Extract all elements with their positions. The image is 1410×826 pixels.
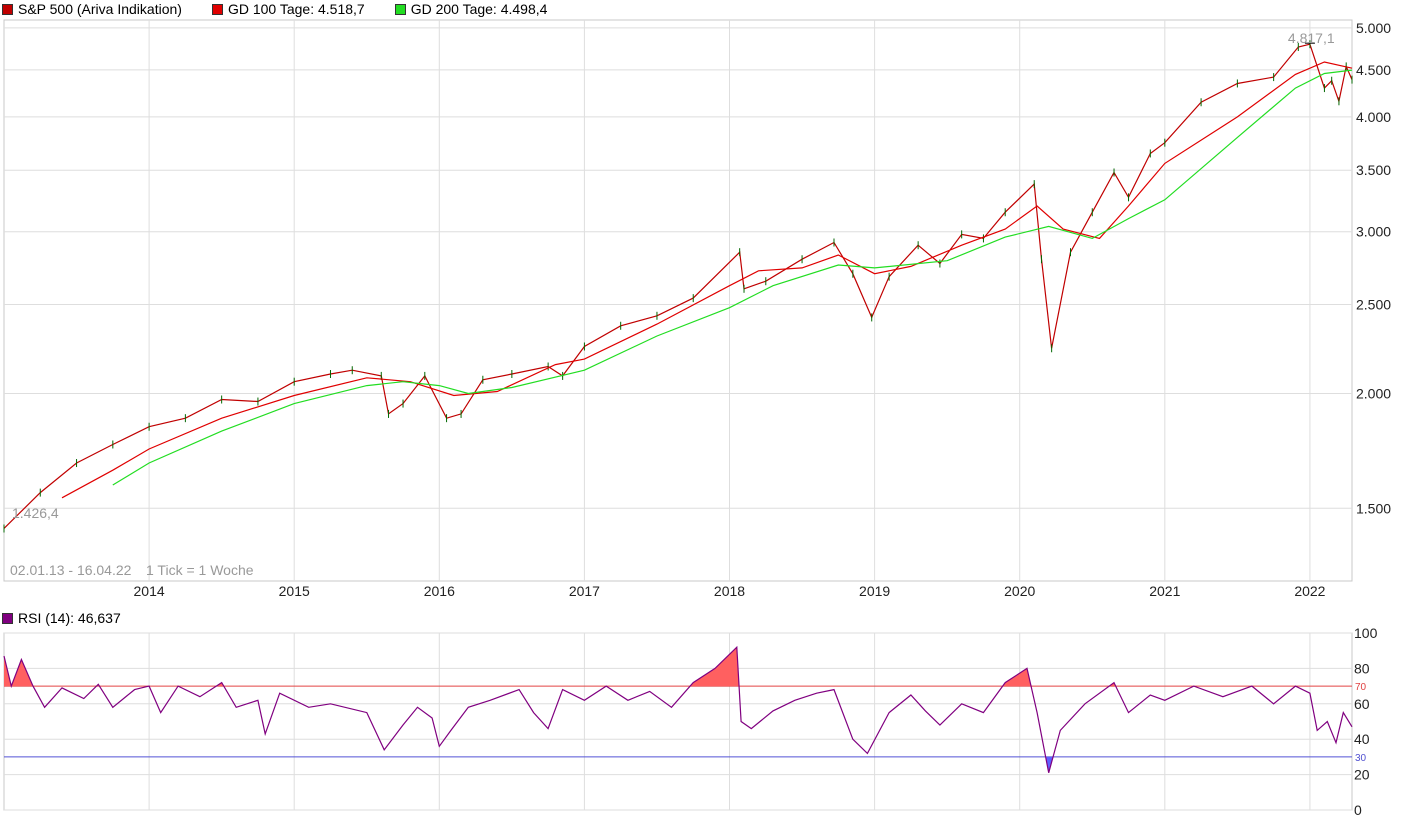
rsi-y-tick-label: 80 [1354,660,1370,676]
rsi-plot-frame [3,632,1353,811]
legend-item-main: S&P 500 (Ariva Indikation) [2,1,182,17]
legend-swatch-ma100 [211,3,223,15]
main-y-tick-label: 2.000 [1356,385,1391,401]
x-tick-label: 2016 [424,583,455,599]
rsi-y-tick-label: 60 [1354,696,1370,712]
main-y-tick-label: 3.500 [1356,162,1391,178]
rsi-oversold-label: 30 [1355,753,1367,764]
legend-item-ma100: GD 100 Tage: 4.518,7 [211,1,365,17]
x-tick-label: 2022 [1294,583,1325,599]
main-y-tick-label: 2.500 [1356,296,1391,312]
rsi-legend: RSI (14): 46,637 [2,610,121,626]
series-line-2 [112,69,1353,486]
rsi-y-tick-label: 40 [1354,731,1370,747]
legend-swatch-main [2,3,13,15]
main-y-tick-label: 5.000 [1356,20,1391,36]
x-tick-label: 2015 [279,583,310,599]
main-legend: S&P 500 (Ariva Indikation) GD 100 Tage: … [2,1,577,17]
legend-label-rsi: RSI (14): 46,637 [18,610,121,626]
rsi-y-tick-label: 20 [1354,767,1370,783]
series-line-1 [61,61,1353,499]
min-annotation: 1.426,4 [12,505,59,521]
main-y-tick-label: 4.500 [1356,62,1391,78]
tick-interval-annotation: 1 Tick = 1 Woche [146,562,254,578]
x-tick-label: 2021 [1149,583,1180,599]
legend-item-ma200: GD 200 Tage: 4.498,4 [394,1,548,17]
main-y-tick-label: 3.000 [1356,224,1391,240]
rsi-overbought-label: 70 [1355,682,1367,693]
rsi-line [3,645,1353,773]
x-tick-label: 2020 [1004,583,1035,599]
legend-label-ma100: GD 100 Tage: 4.518,7 [227,1,365,17]
x-tick-label: 2017 [569,583,600,599]
max-annotation: 4.817,1 [1288,30,1335,46]
rsi-y-tick-label: 0 [1354,802,1362,818]
x-tick-label: 2019 [859,583,890,599]
legend-swatch-rsi [2,612,13,624]
main-plot-frame [3,19,1353,582]
legend-label-main: S&P 500 (Ariva Indikation) [18,1,182,17]
legend-label-ma200: GD 200 Tage: 4.498,4 [410,1,548,17]
main-y-tick-label: 1.500 [1356,500,1391,516]
rsi-y-tick-label: 100 [1354,625,1378,641]
rsi-oversold-fill [1045,756,1054,773]
x-tick-label: 2014 [134,583,165,599]
legend-swatch-ma200 [394,3,406,15]
date-range-annotation: 02.01.13 - 16.04.22 [10,562,132,578]
x-tick-label: 2018 [714,583,745,599]
main-y-tick-label: 4.000 [1356,109,1391,125]
